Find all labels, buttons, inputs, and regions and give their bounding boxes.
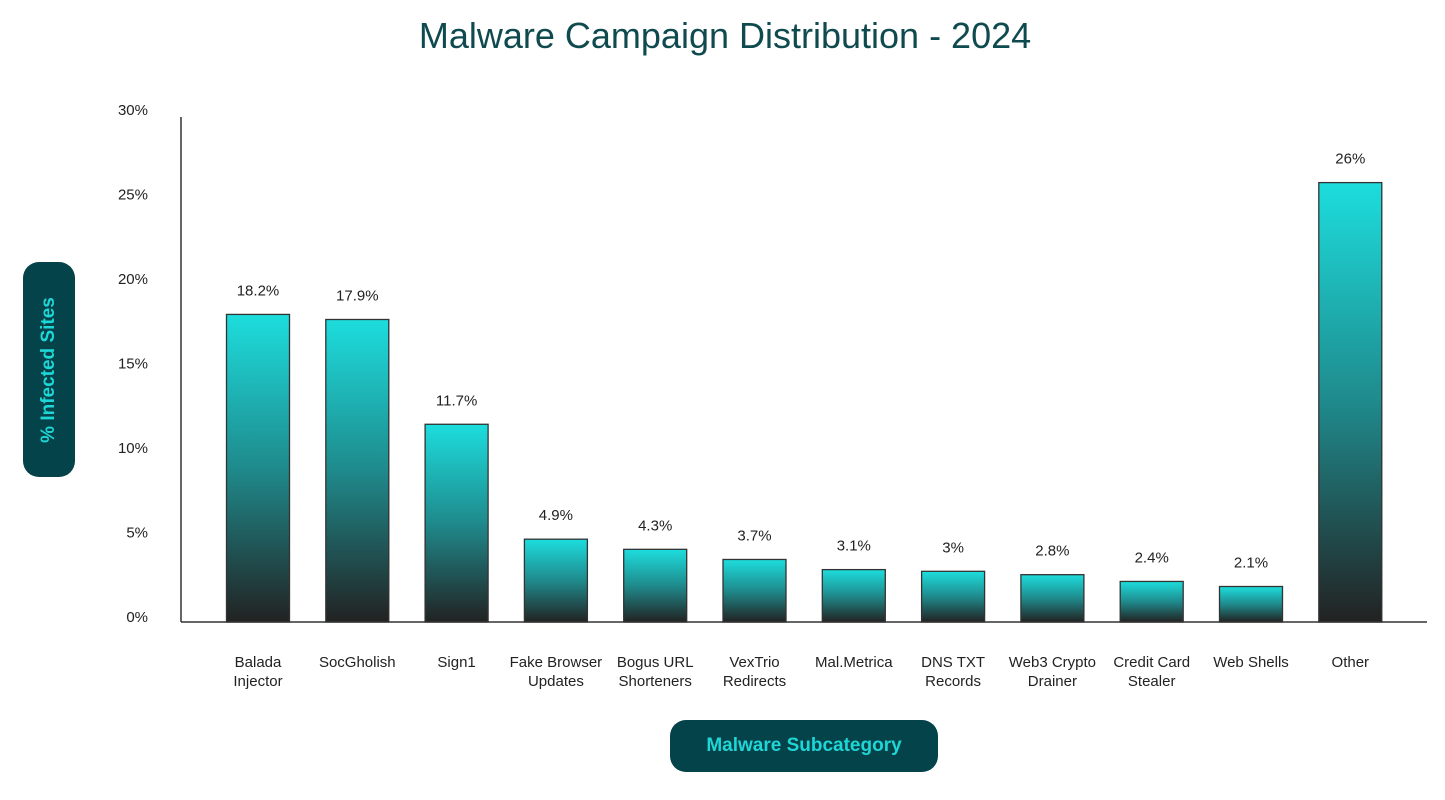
y-tick-label: 10% [118, 440, 148, 457]
bar [225, 313, 291, 623]
y-axis-label: % Infected Sites [23, 262, 75, 477]
data-label: 26% [1335, 151, 1365, 168]
bar [920, 570, 986, 623]
y-tick-label: 25% [118, 187, 148, 204]
bar [523, 538, 589, 623]
y-tick-label: 20% [118, 271, 148, 288]
data-label: 11.7% [436, 392, 477, 409]
chart-title: Malware Campaign Distribution - 2024 [419, 15, 1031, 56]
bar [1020, 574, 1085, 623]
x-tick-label: SocGholish [319, 654, 396, 671]
x-tick-label: Bogus URL Shorteners [617, 654, 694, 690]
data-label: 17.9% [336, 287, 379, 304]
bar [821, 568, 886, 623]
data-label: 3% [942, 539, 964, 556]
bar [722, 558, 787, 623]
x-tick-label: DNS TXT Records [921, 654, 985, 690]
x-tick-label: Other [1332, 654, 1370, 671]
x-tick-label: Balada Injector [233, 654, 282, 690]
x-tick-label: Web3 Crypto Drainer [1009, 654, 1096, 690]
y-tick-label: 30% [118, 102, 148, 119]
x-axis-label-text: Malware Subcategory [706, 735, 902, 756]
bar [1119, 580, 1184, 623]
bar [1218, 585, 1284, 623]
bar [424, 423, 489, 623]
data-label: 4.9% [539, 507, 573, 524]
data-label: 3.1% [837, 538, 871, 555]
data-label: 4.3% [638, 517, 672, 534]
x-tick-label: VexTrio Redirects [723, 654, 786, 690]
x-tick-label: Credit Card Stealer [1113, 654, 1190, 690]
x-tick-label: Web Shells [1213, 654, 1289, 671]
y-tick-label: 5% [126, 525, 148, 542]
data-label: 2.4% [1135, 549, 1169, 566]
x-tick-label: Fake Browser Updates [510, 654, 603, 690]
data-label: 2.1% [1234, 555, 1268, 572]
y-axis-label-text: % Infected Sites [38, 296, 59, 443]
y-tick-label: 15% [118, 356, 148, 373]
bar [325, 318, 390, 623]
x-axis-label: Malware Subcategory [670, 720, 938, 772]
y-tick-label: 0% [126, 609, 148, 626]
data-label: 18.2% [237, 282, 280, 299]
data-label: 2.8% [1035, 543, 1069, 560]
x-tick-label: Sign1 [437, 654, 475, 671]
bar [623, 548, 688, 623]
data-label: 3.7% [737, 527, 771, 544]
bar [1318, 181, 1383, 623]
x-tick-label: Mal.Metrica [815, 654, 893, 671]
